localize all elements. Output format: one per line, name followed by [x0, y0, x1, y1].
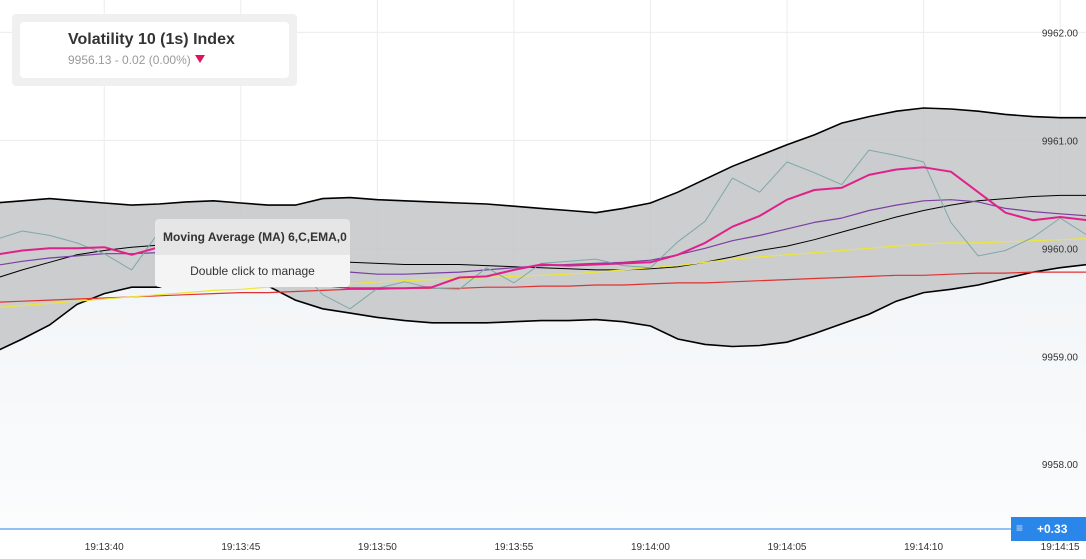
- y-tick-label: 9962.00: [1042, 28, 1079, 39]
- indicator-hint: Double click to manage: [155, 255, 350, 287]
- ma-slow-yellow-line: [0, 238, 1086, 308]
- x-tick-label: 19:14:00: [631, 542, 670, 553]
- indicator-name: Moving Average (MA) 6,C,EMA,0: [155, 219, 350, 255]
- x-tick-label: 19:13:50: [358, 542, 397, 553]
- symbol-info-panel: [20, 22, 289, 78]
- menu-lines-icon: ≡: [1016, 521, 1024, 535]
- symbol-info-card[interactable]: Volatility 10 (1s) Index 9956.13 - 0.02 …: [12, 14, 297, 86]
- triangle-down-icon: [194, 55, 205, 63]
- bollinger-band-fill: [0, 108, 1086, 350]
- x-tick-label: 19:14:10: [904, 542, 943, 553]
- ma-slow-red-line: [0, 271, 1086, 303]
- x-tick-label: 19:13:40: [85, 542, 124, 553]
- indicator-tooltip[interactable]: Moving Average (MA) 6,C,EMA,0 Double cli…: [155, 219, 350, 287]
- price-change: 9956.13 - 0.02 (0.00%): [68, 53, 191, 67]
- bollinger-upper-line: [0, 107, 1086, 214]
- symbol-title: Volatility 10 (1s) Index: [68, 31, 235, 48]
- y-tick-label: 9958.00: [1042, 460, 1079, 471]
- x-tick-label: 19:13:45: [221, 542, 260, 553]
- y-tick-label: 9959.00: [1042, 352, 1079, 363]
- x-tick-label: 19:14:05: [768, 542, 807, 553]
- x-tick-label: 19:14:15: [1041, 542, 1080, 553]
- price-change-line: 9956.13 - 0.02 (0.00%): [68, 53, 205, 67]
- x-axis[interactable]: 19:13:40 19:13:45 19:13:50 19:13:55 19:14:00…: [85, 542, 1080, 553]
- badge-value: +0.33: [1037, 522, 1068, 536]
- x-tick-label: 19:13:55: [494, 542, 533, 553]
- y-tick-label: 9961.00: [1042, 136, 1079, 147]
- y-tick-label: 9960.00: [1042, 244, 1079, 255]
- y-axis[interactable]: 9962.00 9961.00 9960.00 9959.00 9958.00: [1042, 28, 1079, 471]
- current-price-badge[interactable]: ≡ +0.33: [1011, 517, 1086, 541]
